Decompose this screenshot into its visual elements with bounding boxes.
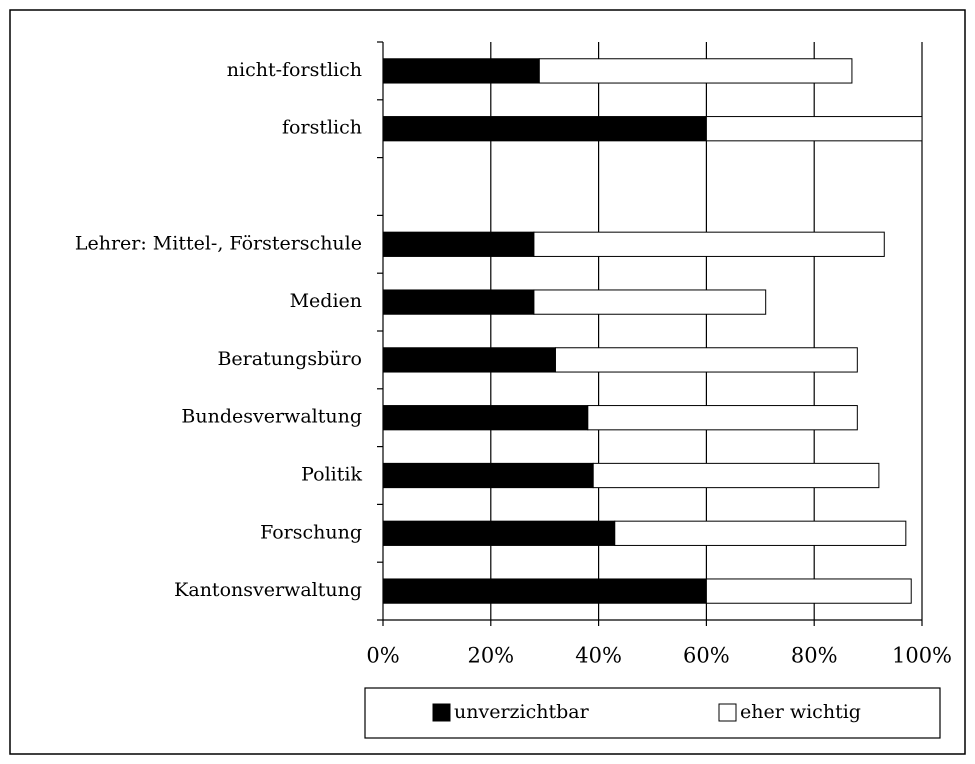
y-tick-label: Forschung <box>260 521 362 543</box>
legend-label: unverzichtbar <box>454 701 590 723</box>
bar-segment <box>538 58 853 84</box>
bar-segment <box>705 578 912 604</box>
y-tick-label: Politik <box>301 464 362 486</box>
x-tick-label: 60% <box>683 644 730 668</box>
x-tick-label: 20% <box>467 644 514 668</box>
y-tick-label: nicht-forstlich <box>227 59 362 81</box>
bar-segment <box>382 520 616 546</box>
bar-segment <box>587 405 858 431</box>
bar-segment <box>592 462 880 489</box>
bar-segment <box>382 116 707 142</box>
bar-segment <box>382 347 556 373</box>
bar-segment <box>533 289 767 315</box>
bar-segment <box>382 578 707 604</box>
x-tick-label: 40% <box>575 644 622 668</box>
y-tick-label: Bundesverwaltung <box>181 406 362 428</box>
bar-segment <box>614 520 907 546</box>
bar-segment <box>533 231 885 257</box>
x-tick-label: 80% <box>791 644 838 668</box>
bar-segment <box>382 58 540 84</box>
bar-segment <box>382 462 594 489</box>
bar-segment <box>705 116 923 142</box>
bar-segment <box>382 405 589 431</box>
x-tick-label: 0% <box>366 644 399 668</box>
bar-segment <box>382 289 535 315</box>
legend-swatch <box>432 703 451 722</box>
y-tick-label: Kantonsverwaltung <box>174 579 362 601</box>
y-tick-label: Beratungsbüro <box>217 348 362 370</box>
x-tick-label: 100% <box>892 644 952 668</box>
legend-box <box>364 687 941 739</box>
y-tick-label: forstlich <box>282 117 362 139</box>
legend-swatch <box>718 703 737 722</box>
bar-segment <box>382 231 535 257</box>
legend-label: eher wichtig <box>740 701 861 723</box>
bar-segment <box>554 347 858 373</box>
y-tick-label: Medien <box>290 290 362 312</box>
y-tick-label: Lehrer: Mittel-, Försterschule <box>75 232 362 254</box>
